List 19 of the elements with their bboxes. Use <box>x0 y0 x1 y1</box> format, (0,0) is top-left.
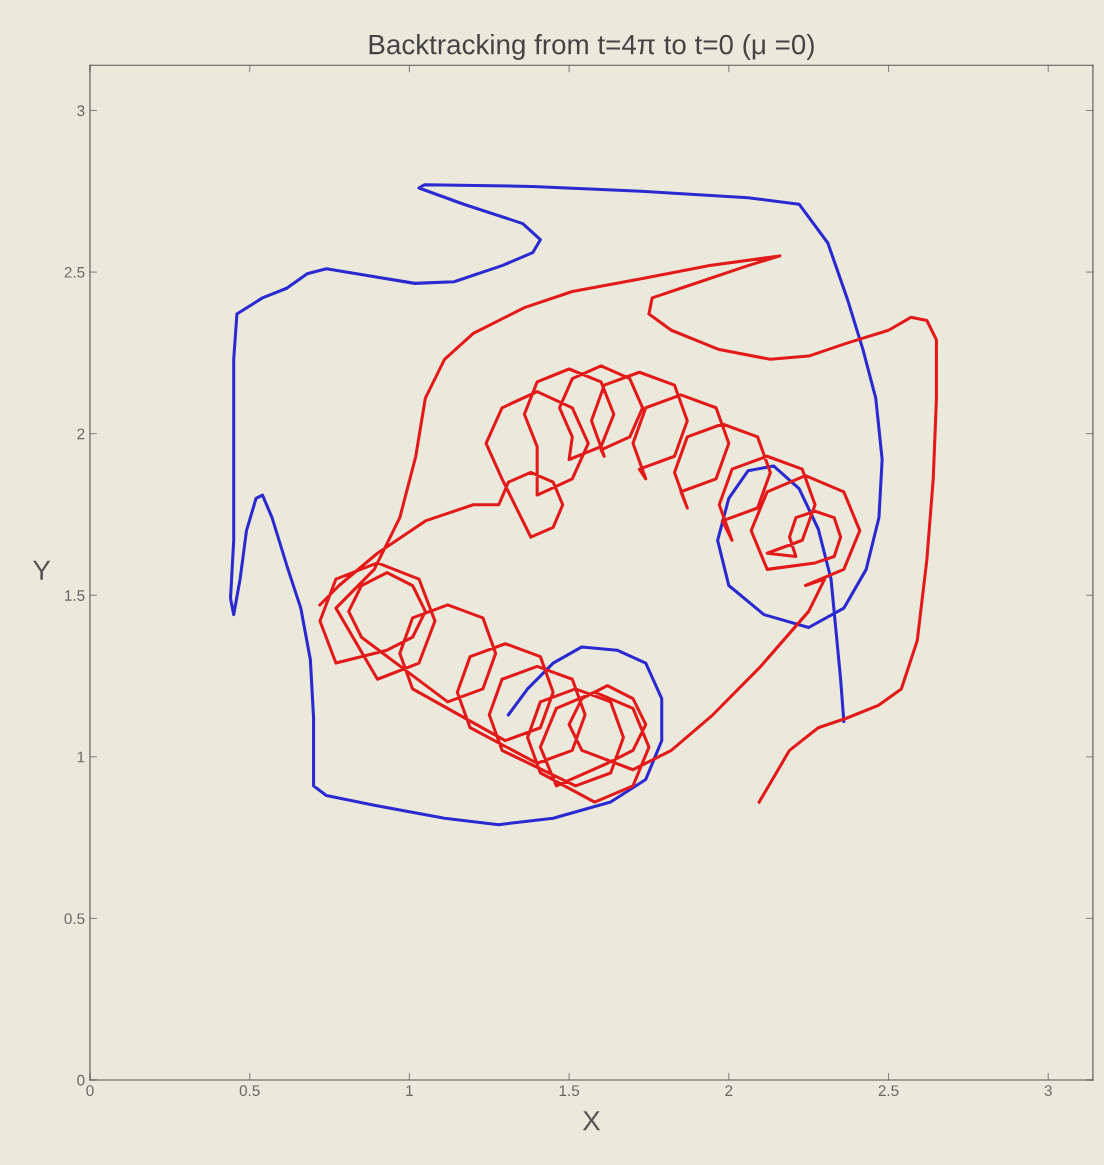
x-tick-label: 3 <box>1044 1085 1052 1097</box>
line-series <box>228 183 884 827</box>
y-tick-label: 0.5 <box>64 913 85 925</box>
x-tick-label: 0.5 <box>239 1085 260 1097</box>
x-tick-label: 0 <box>86 1085 94 1097</box>
x-axis-title: X <box>582 1111 601 1131</box>
x-tick-label: 1.5 <box>559 1085 580 1097</box>
x-tick-label: 2 <box>725 1085 733 1096</box>
chart-title: Backtracking from t=4π to t=0 (μ =0) <box>369 34 814 60</box>
y-tick-label: 2 <box>77 428 85 440</box>
y-tick-label: 1 <box>77 751 85 763</box>
x-tick-label: 2.5 <box>878 1085 899 1097</box>
y-tick-label: 1.5 <box>65 590 85 601</box>
y-tick-label: 0 <box>77 1074 85 1086</box>
y-axis-title: Y <box>33 560 51 580</box>
x-tick-label: 1 <box>406 1085 413 1096</box>
y-tick-label: 2.5 <box>64 266 85 278</box>
line-series <box>318 254 938 804</box>
y-tick-label: 3 <box>77 105 85 117</box>
